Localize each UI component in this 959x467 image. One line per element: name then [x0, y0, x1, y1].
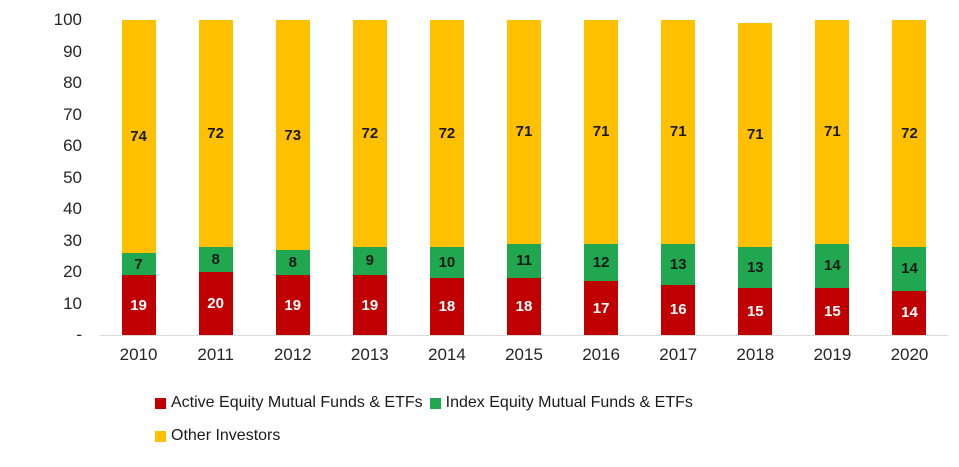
bar-segment: 8 [198, 246, 233, 272]
y-axis-tick: 70 [63, 104, 82, 124]
bar-segment: 19 [352, 275, 387, 335]
bar-segment: 17 [584, 281, 619, 335]
bar-group-2017: 16 13 71 [640, 20, 717, 335]
bar-segment: 72 [352, 20, 387, 247]
y-axis-tick: 20 [63, 262, 82, 281]
legend-label: Active Equity Mutual Funds & ETFs [171, 394, 423, 411]
stacked-bar: 15 14 71 [815, 20, 850, 335]
bar-segment: 15 [738, 287, 773, 335]
bar-segment: 8 [275, 249, 310, 276]
bar-segment: 14 [815, 243, 850, 288]
stacked-bar: 20 8 72 [198, 20, 233, 335]
bar-segment: 19 [121, 275, 156, 335]
y-axis-tick: 40 [63, 199, 82, 218]
x-axis-label: 2020 [890, 345, 929, 364]
bar-group-2020: 14 14 72 [871, 20, 948, 335]
bar-segment: 71 [815, 20, 850, 244]
x-axis-label: 2010 [119, 345, 158, 364]
x-axis-label: 2019 [813, 345, 852, 364]
bar-segment: 18 [507, 278, 542, 335]
bar-group-2012: 19 8 73 [254, 20, 331, 335]
x-axis-label: 2014 [428, 345, 466, 364]
legend-label: Other Investors [171, 427, 281, 444]
bar-segment: 72 [429, 20, 464, 247]
bar-group-2019: 15 14 71 [794, 20, 871, 335]
bar-segment: 72 [198, 20, 233, 247]
legend-swatch-icon [155, 397, 166, 409]
bar-segment: 18 [429, 278, 464, 335]
x-axis-label: 2018 [736, 345, 775, 364]
legend-label: Index Equity Mutual Funds & ETFs [445, 394, 693, 411]
plot-area: 19 7 74 20 8 72 19 8 73 19 9 72 18 10 72 18 11 71 17 12 71 16… [100, 20, 948, 336]
stacked-bar: 19 7 74 [121, 20, 156, 335]
x-axis: 2010 2011 2012 2013 2014 2015 2016 2017 2018 2019… [100, 345, 948, 365]
bar-segment: 7 [121, 253, 156, 276]
bar-segment: 16 [661, 284, 696, 335]
y-axis-tick: 60 [63, 136, 82, 155]
x-axis-label: 2013 [350, 345, 389, 364]
bar-segment: 19 [275, 275, 310, 335]
bar-segment: 9 [352, 246, 387, 276]
bar-segment: 20 [198, 272, 233, 335]
bar-segment: 71 [584, 20, 619, 244]
bar-group-2018: 15 13 71 [717, 20, 794, 335]
x-axis-label: 2012 [273, 345, 312, 364]
bar-group-2010: 19 7 74 [100, 20, 177, 335]
bar-segment: 72 [892, 20, 927, 247]
x-axis-label: 2016 [582, 345, 621, 364]
bar-segment: 14 [892, 246, 927, 291]
stacked-bar: 17 12 71 [584, 20, 619, 335]
bar-segment: 71 [661, 20, 696, 244]
bar-group-2013: 19 9 72 [331, 20, 408, 335]
legend-row: Active Equity Mutual Funds & ETFs Index E… [155, 394, 700, 412]
legend-row: Other Investors [155, 427, 700, 445]
y-axis-tick: 10 [63, 293, 82, 313]
y-axis-tick: - [76, 325, 82, 344]
stacked-bar: 18 11 71 [507, 20, 542, 335]
y-axis: 100 90 80 70 60 50 40 30 20 10 - [0, 0, 82, 360]
stacked-bar: 15 13 71 [738, 23, 773, 335]
x-axis-label: 2011 [197, 345, 234, 364]
legend-item: Active Equity Mutual Funds & ETFs [155, 394, 423, 412]
bar-segment: 10 [429, 246, 464, 279]
bar-segment: 14 [892, 290, 927, 335]
y-axis-tick: 80 [63, 73, 82, 92]
x-axis-label: 2017 [659, 345, 698, 364]
stacked-bar: 16 13 71 [661, 20, 696, 335]
x-axis-label: 2015 [505, 345, 543, 364]
y-axis-tick: 50 [63, 167, 82, 187]
legend-swatch-icon [155, 430, 166, 442]
stacked-bar: 19 8 73 [275, 20, 310, 335]
bar-segment: 74 [121, 20, 156, 254]
bar-segment: 73 [275, 20, 310, 250]
bar-group-2016: 17 12 71 [563, 20, 640, 335]
legend: Active Equity Mutual Funds & ETFs Index E… [155, 394, 700, 460]
stacked-bar: 18 10 72 [429, 20, 464, 335]
bar-segment: 13 [738, 246, 773, 288]
bar-segment: 15 [815, 287, 850, 335]
stacked-bar: 14 14 72 [892, 20, 927, 335]
legend-swatch-icon [429, 397, 441, 409]
y-axis-tick: 90 [63, 41, 82, 61]
legend-item: Index Equity Mutual Funds & ETFs [429, 394, 693, 412]
bar-group-2011: 20 8 72 [177, 20, 254, 335]
bar-segment: 71 [738, 23, 773, 247]
y-axis-tick: 30 [63, 230, 82, 250]
bar-segment: 13 [661, 243, 696, 285]
bar-segment: 11 [507, 243, 542, 279]
bar-group-2014: 18 10 72 [408, 20, 485, 335]
stacked-bar: 19 9 72 [352, 20, 387, 335]
bar-segment: 12 [584, 243, 619, 282]
bar-segment: 71 [507, 20, 542, 244]
bar-group-2015: 18 11 71 [485, 20, 562, 335]
y-axis-tick: 100 [53, 10, 82, 29]
legend-item: Other Investors [155, 427, 280, 445]
